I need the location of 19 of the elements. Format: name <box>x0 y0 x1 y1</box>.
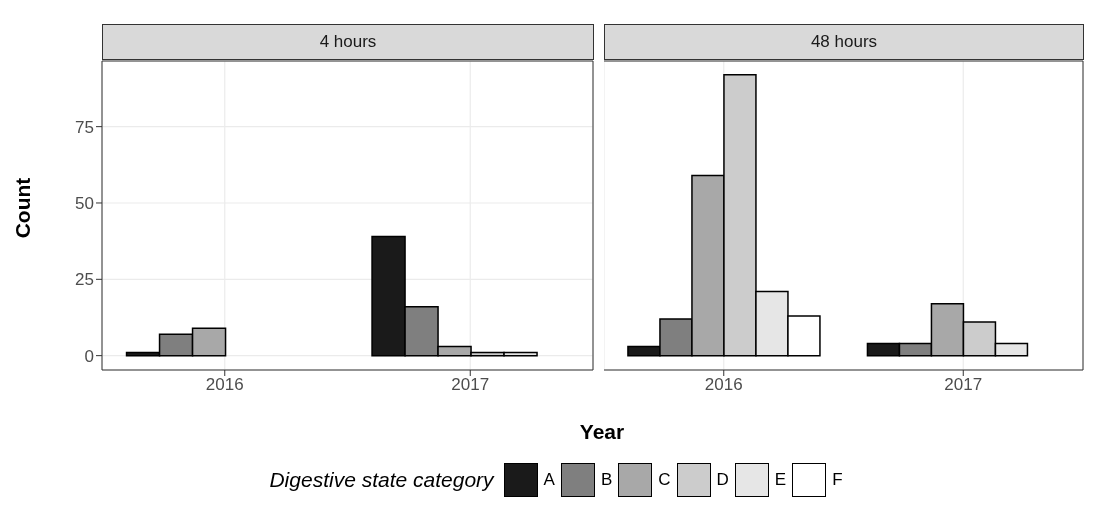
y-tick-label: 50 <box>75 194 94 214</box>
x-tick-label: 2017 <box>451 375 490 395</box>
x-tick-label: 2016 <box>205 375 244 395</box>
y-tick-label: 75 <box>75 117 94 137</box>
legend-label: A <box>543 470 555 490</box>
legend-label: F <box>832 470 843 490</box>
legend-label: E <box>774 470 787 490</box>
x-tick-label: 2016 <box>704 375 743 395</box>
chart-title: 4 hours <box>102 24 594 60</box>
y-tick-label: 25 <box>75 270 94 290</box>
y-tick-label: 0 <box>84 346 94 366</box>
x-tick-label: 2017 <box>944 375 983 395</box>
legend-label: D <box>716 470 729 490</box>
legend-label: C <box>658 470 671 490</box>
x-axis-title: Year <box>578 420 626 444</box>
y-axis-title: Count <box>11 177 35 239</box>
legend-title: Digestive state category <box>269 468 494 492</box>
chart-title: 48 hours <box>604 24 1084 60</box>
legend-label: B <box>600 470 613 490</box>
